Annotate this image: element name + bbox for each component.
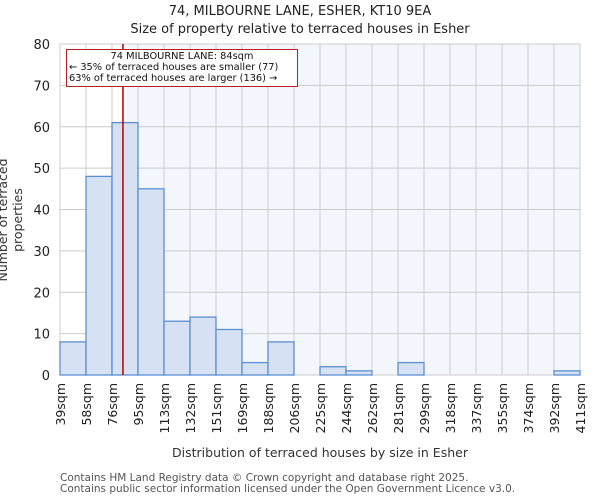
y-tick-label: 40 (33, 204, 50, 219)
x-tick-label: 113sqm (157, 383, 172, 433)
y-tick-label: 0 (42, 369, 50, 384)
histogram-bar (111, 121, 139, 376)
x-tick-label: 411sqm (573, 383, 588, 433)
histogram-bar (267, 341, 295, 376)
histogram-bar (189, 316, 217, 376)
x-tick-label: 76sqm (105, 383, 120, 426)
x-tick-label: 244sqm (339, 383, 354, 433)
y-tick-label: 20 (33, 286, 50, 301)
x-tick-label: 206sqm (287, 383, 302, 433)
x-tick-label: 132sqm (183, 383, 198, 433)
histogram-bar (163, 320, 191, 376)
x-tick-label: 318sqm (443, 383, 458, 433)
histogram-bar (397, 361, 425, 376)
chart-title: 74, MILBOURNE LANE, ESHER, KT10 9EA (168, 4, 432, 19)
x-tick-label: 281sqm (391, 383, 406, 433)
x-tick-label: 39sqm (53, 383, 68, 426)
y-tick-label: 60 (33, 121, 50, 136)
histogram-bar (345, 370, 373, 376)
x-tick-label: 95sqm (131, 383, 146, 426)
x-tick-label: 225sqm (313, 383, 328, 433)
x-tick-label: 262sqm (365, 383, 380, 433)
x-tick-label: 58sqm (79, 383, 94, 426)
footer-copyright: Contains HM Land Registry data © Crown c… (60, 472, 469, 484)
x-tick-label: 374sqm (521, 383, 536, 433)
y-tick-label: 50 (33, 162, 50, 177)
histogram-bar (241, 361, 269, 376)
x-tick-label: 169sqm (235, 383, 250, 433)
x-tick-label: 392sqm (547, 383, 562, 433)
histogram-bar (215, 328, 243, 376)
histogram-bar (319, 366, 347, 376)
x-tick-label: 337sqm (469, 383, 484, 433)
histogram-bar (85, 175, 113, 376)
y-tick-label: 30 (33, 245, 50, 260)
chart-subtitle: Size of property relative to terraced ho… (130, 22, 470, 37)
y-axis-label: Number of terraced properties (0, 158, 25, 282)
annotation-title: 74 MILBOURNE LANE: 84sqm (110, 51, 254, 62)
annotation-smaller: ← 35% of terraced houses are smaller (77… (69, 62, 279, 73)
x-tick-label: 299sqm (417, 383, 432, 433)
y-tick-label: 10 (33, 328, 50, 343)
histogram-bar (553, 370, 581, 376)
property-annotation-box: 74 MILBOURNE LANE: 84sqm ← 35% of terrac… (66, 49, 298, 87)
footer-licence: Contains public sector information licen… (60, 483, 516, 495)
x-tick-label: 151sqm (209, 383, 224, 433)
x-axis-label: Distribution of terraced houses by size … (172, 445, 468, 460)
annotation-larger: 63% of terraced houses are larger (136) … (69, 73, 278, 84)
x-tick-label: 188sqm (261, 383, 276, 433)
x-tick-label: 355sqm (495, 383, 510, 433)
histogram-bar (137, 188, 165, 376)
y-tick-label: 80 (33, 38, 50, 53)
y-tick-label: 70 (33, 79, 50, 94)
histogram-bar (59, 341, 87, 376)
